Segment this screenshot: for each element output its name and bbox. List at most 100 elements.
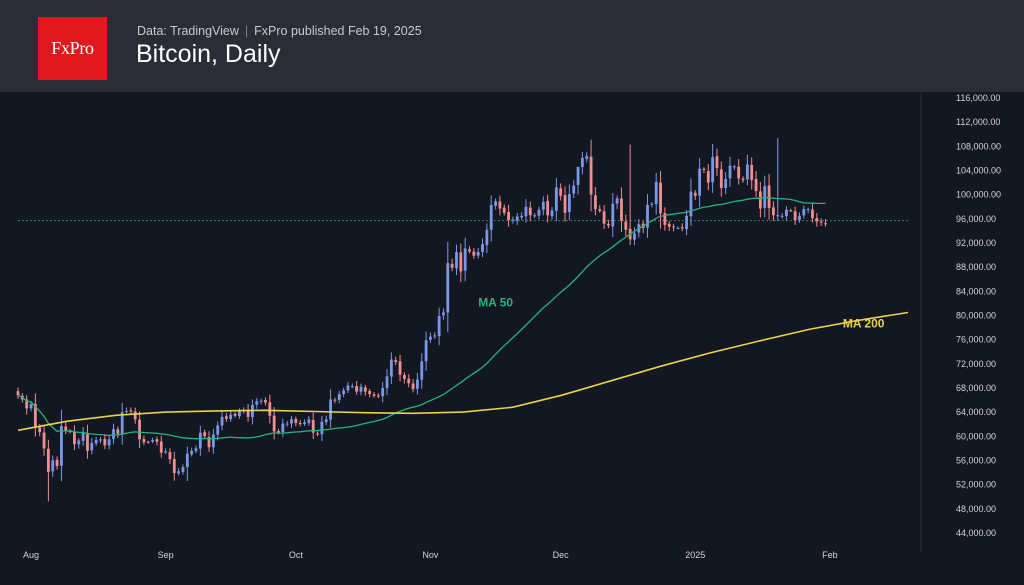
candle-body — [73, 431, 76, 445]
candle-body — [528, 207, 532, 216]
candle-body — [68, 431, 72, 433]
candle-body — [437, 316, 441, 337]
candle-body — [281, 423, 285, 432]
candle-body — [103, 439, 107, 446]
candle-body — [728, 165, 732, 179]
candle-body — [567, 194, 571, 212]
candle-body — [381, 387, 385, 397]
candle-body — [220, 416, 224, 426]
candle-body — [151, 439, 154, 442]
y-tick-label: 96,000.00 — [956, 214, 996, 224]
candle-body — [594, 195, 597, 210]
candle-body — [259, 400, 263, 402]
candle-body — [112, 429, 115, 439]
candle-body — [550, 210, 554, 217]
candle-body — [785, 209, 788, 217]
series-annotation-label: MA 200 — [843, 317, 885, 331]
candle-body — [819, 221, 823, 223]
candle-body — [533, 215, 537, 217]
candle-body — [646, 204, 649, 228]
candle-body — [416, 379, 419, 389]
y-tick-label: 104,000.00 — [956, 166, 1001, 176]
candle-body — [211, 434, 215, 448]
candle-body — [350, 386, 354, 388]
candle-body — [194, 448, 198, 452]
candle-body — [680, 227, 684, 229]
candle-body — [394, 360, 398, 362]
candle-body — [359, 386, 363, 392]
candle-body — [424, 340, 428, 362]
candle-body — [737, 166, 741, 179]
y-tick-label: 80,000.00 — [956, 310, 996, 320]
x-tick-label: 2025 — [685, 550, 705, 560]
y-tick-label: 68,000.00 — [956, 383, 996, 393]
candle-body — [802, 209, 806, 216]
candle-body — [120, 412, 124, 435]
publisher-note: FxPro published Feb 19, 2025 — [254, 24, 422, 38]
candlestick-chart[interactable]: 44,000.00 48,000.00 52,000.00 56,000.00 60,0… — [0, 92, 1024, 585]
candle-body — [46, 448, 50, 472]
candle-body — [185, 453, 189, 468]
candle-body — [203, 432, 207, 437]
y-tick-label: 112,000.00 — [956, 117, 1000, 127]
candle-body — [472, 251, 476, 256]
candle-body — [798, 215, 801, 221]
candle-body — [133, 411, 137, 420]
candle-body — [86, 433, 89, 451]
candle-body — [685, 215, 688, 230]
candle-body — [333, 399, 337, 401]
candle-body — [806, 209, 810, 211]
candle-body — [81, 432, 85, 441]
candle-body — [585, 156, 589, 159]
candle-body — [780, 215, 784, 217]
candle-body — [372, 394, 376, 396]
candle-body — [502, 207, 506, 213]
candle-body — [741, 178, 745, 181]
candle-body — [190, 450, 194, 455]
chart-title: Bitcoin, Daily — [136, 40, 281, 68]
candle-body — [146, 441, 150, 443]
candle-body — [750, 164, 754, 181]
candle-body — [498, 201, 502, 209]
candle-body — [177, 471, 181, 474]
candle-body — [580, 157, 584, 168]
candle-body — [172, 458, 176, 474]
x-tick-label: Oct — [289, 550, 304, 560]
candle-body — [537, 209, 541, 216]
candle-body — [624, 221, 628, 230]
candle-body — [407, 378, 411, 384]
candle-body — [772, 207, 775, 216]
candle-body — [715, 156, 719, 169]
y-tick-label: 88,000.00 — [956, 262, 996, 272]
candle-body — [55, 459, 59, 466]
candle-body — [60, 426, 63, 466]
candle-body — [442, 312, 445, 316]
candle-body — [355, 386, 359, 392]
candle-body — [268, 402, 272, 416]
candle-body — [90, 442, 94, 451]
y-tick-label: 92,000.00 — [956, 238, 996, 248]
candle-body — [546, 200, 550, 216]
candle-body — [77, 440, 81, 445]
candle-body — [294, 419, 298, 424]
candle-body — [767, 185, 771, 208]
candle-body — [285, 423, 289, 425]
candle-body — [672, 226, 675, 228]
candle-body — [711, 157, 715, 183]
candle-body — [307, 419, 311, 423]
candle-body — [459, 252, 463, 272]
candle-body — [676, 227, 680, 229]
candle-body — [64, 426, 68, 431]
candle-body — [793, 211, 797, 221]
ma200-line — [17, 311, 909, 432]
candle-body — [311, 420, 315, 433]
candle-body — [758, 191, 762, 209]
candle-body — [129, 410, 133, 412]
candle-body — [16, 391, 20, 396]
y-tick-label: 84,000.00 — [956, 286, 996, 296]
candle-body — [99, 439, 102, 441]
candle-body — [125, 410, 128, 412]
header-bar: FxPro Data: TradingView | FxPro published … — [0, 0, 1024, 92]
candle-body — [559, 188, 563, 196]
candle-body — [42, 432, 46, 449]
